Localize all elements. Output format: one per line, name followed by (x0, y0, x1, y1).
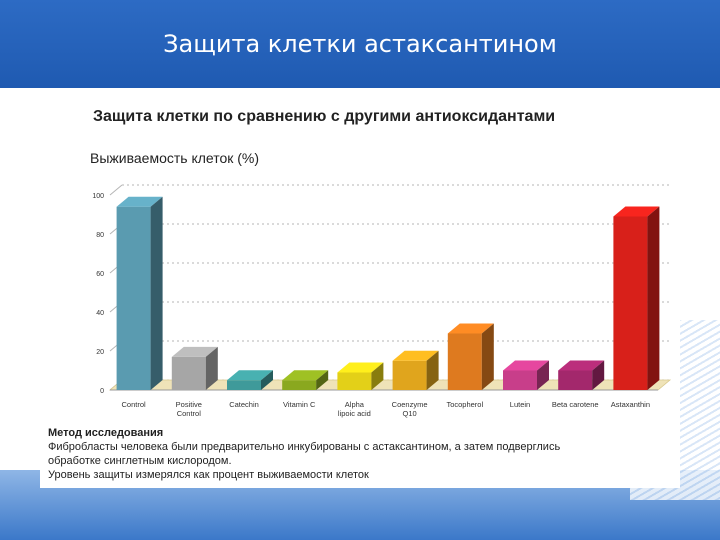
bar-side (371, 362, 384, 390)
bar-top (558, 360, 605, 371)
y-tick-label: 80 (96, 232, 104, 239)
chart-panel: Защита клетки по сравнению с другими ант… (40, 98, 680, 488)
y-tick-label: 60 (96, 271, 104, 278)
x-tick-label: Control (177, 409, 202, 418)
x-tick-label: lipoic acid (338, 409, 371, 418)
method-title: Метод исследования (48, 427, 164, 439)
method-line: Фибробласты человека были предварительно… (48, 441, 561, 453)
bar-top (447, 323, 494, 334)
x-tick-label: Control (122, 400, 147, 409)
bar-side (316, 370, 329, 390)
bar (613, 216, 648, 390)
x-tick-label: Coenzyme (392, 400, 428, 409)
chart-title: Защита клетки по сравнению с другими ант… (93, 108, 556, 125)
gridline-side (109, 184, 123, 196)
bar-side (150, 196, 163, 390)
bar-top (227, 370, 273, 381)
bar-side (537, 360, 549, 390)
method-line: Уровень защиты измерялся как процент выж… (48, 469, 369, 481)
x-tick-label: Lutein (510, 400, 530, 409)
x-tick-label: Beta carotene (552, 400, 599, 409)
bar (116, 206, 151, 390)
bar (558, 370, 593, 390)
bar (447, 333, 482, 390)
y-tick-label: 40 (96, 310, 104, 317)
method-section: Метод исследования Фибробласты человека … (48, 426, 668, 482)
bar-top (392, 350, 439, 361)
y-tick-label: 0 (100, 388, 104, 395)
bar (337, 372, 372, 390)
y-axis-title: Выживаемость клеток (%) (90, 150, 260, 166)
y-tick-label: 20 (96, 349, 104, 356)
bar-top (282, 370, 329, 381)
x-tick-label: Catechin (229, 400, 259, 409)
bar-side (426, 350, 439, 390)
bar-top (613, 206, 660, 217)
x-tick-label: Alpha (345, 400, 365, 409)
bar-top (337, 362, 384, 373)
bar-side (481, 323, 494, 390)
bar-top (116, 196, 163, 207)
bar (282, 380, 317, 390)
x-tick-label: Positive (176, 400, 202, 409)
bar (503, 370, 537, 390)
bar (227, 380, 261, 390)
bar-top (171, 346, 218, 357)
bar-side (592, 360, 605, 390)
x-tick-label: Tocopherol (446, 400, 483, 409)
bar-side (205, 346, 218, 390)
x-tick-label: Q10 (403, 409, 417, 418)
x-tick-label: Vitamin C (283, 400, 316, 409)
bar-top (503, 360, 549, 371)
bar-side (647, 206, 660, 390)
bar (392, 360, 427, 390)
y-tick-label: 100 (92, 193, 104, 200)
bar (171, 356, 206, 390)
slide-header: Защита клетки астаксантином (0, 0, 720, 88)
method-line: обработке синглетным кислородом. (48, 455, 232, 467)
x-tick-label: Astaxanthin (611, 400, 650, 409)
bar-side (261, 370, 273, 390)
slide-title: Защита клетки астаксантином (163, 30, 557, 58)
